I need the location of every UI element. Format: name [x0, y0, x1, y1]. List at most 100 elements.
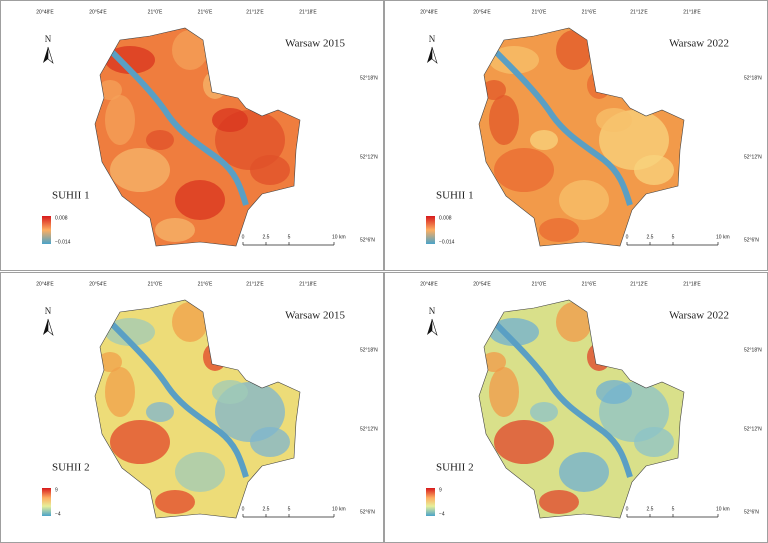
map-title: Warsaw 2022: [669, 310, 729, 322]
map-patch: [596, 108, 632, 132]
north-label: N: [429, 306, 436, 316]
lon-label: 21°6'E: [198, 9, 213, 15]
north-label: N: [45, 306, 52, 316]
lon-label: 21°6'E: [198, 281, 213, 287]
lat-label: 52°12'N: [744, 154, 762, 160]
lon-label: 21°18'E: [299, 9, 317, 15]
map-outline: [94, 299, 301, 519]
scale-label: 2.5: [263, 234, 270, 240]
north-arrow: [427, 47, 432, 63]
lat-label: 52°6'N: [744, 509, 759, 515]
map-panel: 20°48'E 20°54'E 21°0'E 21°6'E 21°12'E 21°18'E…: [384, 272, 768, 543]
map-panel: 20°48'E 20°54'E 21°0'E 21°6'E 21°12'E 21°18'E…: [384, 0, 768, 271]
map-patch: [105, 46, 155, 74]
scale-label: 5: [288, 506, 291, 512]
scale-label: 2.5: [647, 506, 654, 512]
map-patch: [172, 302, 208, 342]
north-arrow: [43, 319, 48, 335]
lon-label: 20°54'E: [89, 9, 107, 15]
map-patch: [146, 402, 174, 422]
map-outline: [478, 299, 685, 519]
map-patch: [110, 148, 170, 192]
index-label: SUHII 1: [52, 190, 90, 202]
legend-min: −0.014: [439, 239, 455, 245]
lat-label: 52°12'N: [744, 426, 762, 432]
map-patch: [634, 427, 674, 457]
legend-max: 9: [439, 487, 442, 493]
lat-label: 52°18'N: [360, 75, 378, 81]
legend-max: 0.008: [439, 215, 452, 221]
lat-label: 52°6'N: [744, 237, 759, 243]
lon-label: 20°54'E: [473, 281, 491, 287]
map-patch: [556, 302, 592, 342]
map-patch: [494, 148, 554, 192]
map-panel: 20°48'E 20°54'E 21°0'E 21°6'E 21°12'E 21°18'E…: [0, 272, 384, 543]
north-arrow: [427, 319, 432, 335]
scale-label: 10 km: [332, 506, 346, 512]
map-patch: [172, 30, 208, 70]
color-bar: [426, 488, 435, 516]
north-label: N: [45, 34, 52, 44]
legend-min: −4: [55, 511, 61, 517]
lon-label: 21°0'E: [148, 9, 163, 15]
lat-label: 52°18'N: [744, 75, 762, 81]
map-patch: [489, 46, 539, 74]
map-title: Warsaw 2015: [285, 310, 345, 322]
index-label: SUHII 1: [436, 190, 474, 202]
map-patch: [98, 80, 122, 100]
color-bar: [42, 216, 51, 244]
north-arrow: [47, 318, 54, 336]
river: [109, 49, 249, 206]
north-arrow: [47, 46, 54, 64]
scale-label: 10 km: [716, 234, 730, 240]
map-patch: [494, 420, 554, 464]
lat-label: 52°6'N: [360, 237, 375, 243]
map-title: Warsaw 2015: [285, 38, 345, 50]
river: [493, 49, 633, 206]
scale-label: 0: [242, 506, 245, 512]
lon-label: 21°12'E: [246, 281, 264, 287]
lon-label: 20°48'E: [36, 9, 54, 15]
lon-label: 20°48'E: [420, 281, 438, 287]
lon-label: 21°0'E: [532, 9, 547, 15]
map-patch: [556, 30, 592, 70]
lon-label: 21°12'E: [630, 9, 648, 15]
map-patch: [489, 95, 519, 145]
map-patch: [539, 218, 579, 242]
scale-label: 5: [672, 506, 675, 512]
legend-min: −0.014: [55, 239, 71, 245]
river: [493, 321, 633, 478]
index-label: SUHII 2: [52, 462, 90, 474]
scale-label: 0: [242, 234, 245, 240]
map-patch: [155, 218, 195, 242]
map-patch: [105, 318, 155, 346]
map-patch: [530, 402, 558, 422]
map-patch: [175, 180, 225, 220]
lon-label: 21°18'E: [683, 9, 701, 15]
map-patch: [155, 490, 195, 514]
map-outline: [94, 27, 301, 247]
map-patch: [559, 180, 609, 220]
map-patch: [489, 367, 519, 417]
map-patch: [212, 108, 248, 132]
lon-label: 21°12'E: [246, 9, 264, 15]
map-patch: [596, 380, 632, 404]
map-patch: [146, 130, 174, 150]
legend-max: 9: [55, 487, 58, 493]
color-bar: [42, 488, 51, 516]
legend-max: 0.008: [55, 215, 68, 221]
lon-label: 21°0'E: [532, 281, 547, 287]
scale-label: 5: [672, 234, 675, 240]
legend-min: −4: [439, 511, 445, 517]
north-arrow: [431, 318, 438, 336]
river: [109, 321, 249, 478]
lon-label: 20°48'E: [420, 9, 438, 15]
lon-label: 21°0'E: [148, 281, 163, 287]
lat-label: 52°18'N: [744, 347, 762, 353]
map-patch: [98, 352, 122, 372]
scale-label: 10 km: [716, 506, 730, 512]
scale-label: 2.5: [647, 234, 654, 240]
map-patch: [250, 155, 290, 185]
map-patch: [105, 95, 135, 145]
